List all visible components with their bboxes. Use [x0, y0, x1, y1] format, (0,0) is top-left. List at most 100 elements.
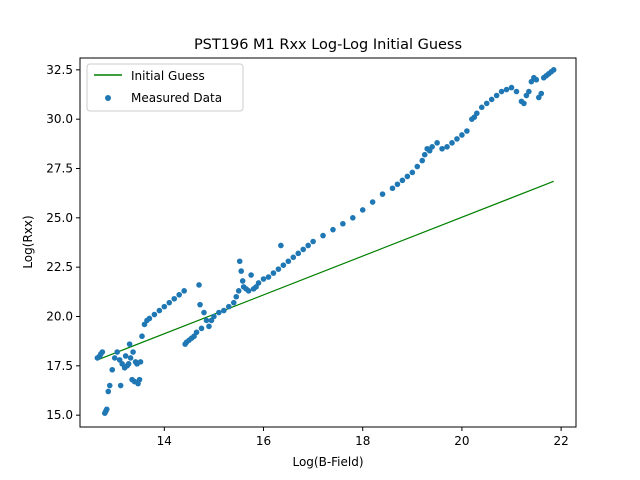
measured-data-point — [236, 258, 243, 265]
measured-data-point — [409, 169, 416, 176]
measured-data-point — [198, 325, 205, 332]
y-tick-label: 25.0 — [46, 211, 73, 225]
x-tick-label: 18 — [355, 434, 370, 448]
measured-data-point — [320, 232, 326, 239]
measured-data-point — [106, 382, 113, 389]
chart-title: PST196 M1 Rxx Log-Log Initial Guess — [194, 37, 462, 53]
y-tick-label: 27.5 — [46, 162, 73, 176]
measured-data-point — [389, 185, 396, 192]
measured-data-point — [127, 355, 134, 361]
measured-data-point — [136, 376, 143, 383]
measured-data-point — [203, 317, 210, 324]
measured-data-point — [166, 299, 173, 306]
measured-data-point — [295, 250, 302, 257]
measured-data-point — [434, 140, 440, 146]
measured-data-point — [105, 388, 112, 395]
measured-data-point — [359, 207, 366, 213]
x-tick-label: 20 — [454, 434, 469, 448]
measured-data-point — [305, 242, 311, 249]
measured-data-point — [161, 303, 168, 310]
measured-data-point — [238, 268, 244, 274]
x-axis-label: Log(B-Field) — [292, 455, 363, 469]
measured-data-point — [404, 173, 411, 180]
measured-data-point — [156, 307, 163, 314]
legend-box — [86, 63, 244, 112]
measured-data-point — [181, 288, 187, 294]
measured-data-point — [151, 311, 158, 318]
measured-data-point — [350, 215, 356, 221]
measured-data-point — [459, 132, 465, 138]
measured-data-point — [109, 366, 116, 373]
measured-data-point — [454, 136, 460, 142]
measured-data-point — [211, 313, 217, 320]
y-axis: 15.0 17.5 20.0 22.5 25.0 27.5 30.0 32.5 — [46, 63, 80, 422]
measured-data-point — [526, 88, 532, 95]
measured-data-point — [265, 274, 272, 280]
measured-data-point — [421, 151, 428, 158]
measured-data-point — [290, 254, 297, 261]
measured-data-point — [117, 382, 124, 389]
legend-label-measured-data: Measured Data — [131, 91, 222, 105]
measured-data-point — [139, 333, 145, 340]
measured-data-point — [414, 163, 421, 170]
measured-data-point — [248, 272, 254, 278]
legend-marker-swatch — [105, 95, 111, 101]
y-tick-label: 32.5 — [46, 63, 73, 77]
measured-data-point — [310, 238, 316, 245]
measured-data-point — [513, 88, 520, 95]
measured-data-point — [111, 355, 118, 361]
measured-data-point — [369, 199, 376, 205]
measured-data-point — [235, 288, 242, 294]
measured-data-point — [125, 361, 132, 367]
y-tick-label: 20.0 — [46, 309, 73, 323]
measured-data-point — [449, 140, 455, 146]
measured-data-point — [521, 100, 527, 107]
measured-data-point — [197, 301, 203, 308]
measured-data-point — [488, 96, 495, 103]
axes-frame — [79, 57, 577, 428]
measured-data-point — [379, 191, 386, 197]
x-tick-label: 16 — [256, 434, 271, 448]
measured-data-point — [137, 359, 144, 365]
y-tick-label: 22.5 — [46, 260, 73, 274]
measured-data-point — [146, 315, 153, 322]
x-axis: 14 16 18 20 22 — [157, 427, 569, 448]
measured-data-point — [503, 86, 510, 93]
measured-data-point — [103, 406, 110, 413]
measured-data-point — [493, 92, 500, 99]
initial-guess-line — [97, 180, 554, 361]
measured-data-point — [260, 276, 267, 282]
legend: Initial Guess Measured Data — [86, 63, 244, 112]
measured-data-point — [201, 309, 207, 316]
measured-data-point — [399, 177, 406, 184]
measured-data-point — [206, 323, 212, 330]
measured-data-point — [550, 67, 557, 73]
measured-data-point — [474, 110, 480, 117]
measured-data-point — [114, 349, 120, 355]
x-tick-label: 14 — [157, 434, 172, 448]
measured-data-point — [255, 280, 262, 286]
measured-data-point — [508, 84, 515, 91]
y-tick-label: 15.0 — [46, 408, 73, 422]
measured-data-point — [533, 76, 540, 83]
measured-data-point — [275, 266, 282, 272]
measured-data-point — [419, 157, 426, 164]
measured-data-point — [122, 353, 129, 359]
measured-data-point — [245, 288, 252, 294]
measured-data-point — [99, 349, 106, 355]
measured-data-point — [230, 299, 237, 306]
measured-data-point — [478, 104, 485, 111]
measured-data-point — [464, 128, 470, 134]
y-tick-label: 17.5 — [46, 359, 73, 373]
measured-data-point — [278, 242, 284, 249]
plot-area — [94, 67, 557, 416]
legend-label-initial-guess: Initial Guess — [131, 69, 205, 83]
measured-data-point — [300, 246, 307, 253]
measured-data-point — [221, 307, 227, 314]
measured-data-point — [196, 282, 202, 288]
measured-data-point — [340, 220, 346, 227]
measured-data-point — [233, 293, 240, 300]
measured-data-point — [394, 181, 401, 188]
x-tick-label: 22 — [553, 434, 568, 448]
